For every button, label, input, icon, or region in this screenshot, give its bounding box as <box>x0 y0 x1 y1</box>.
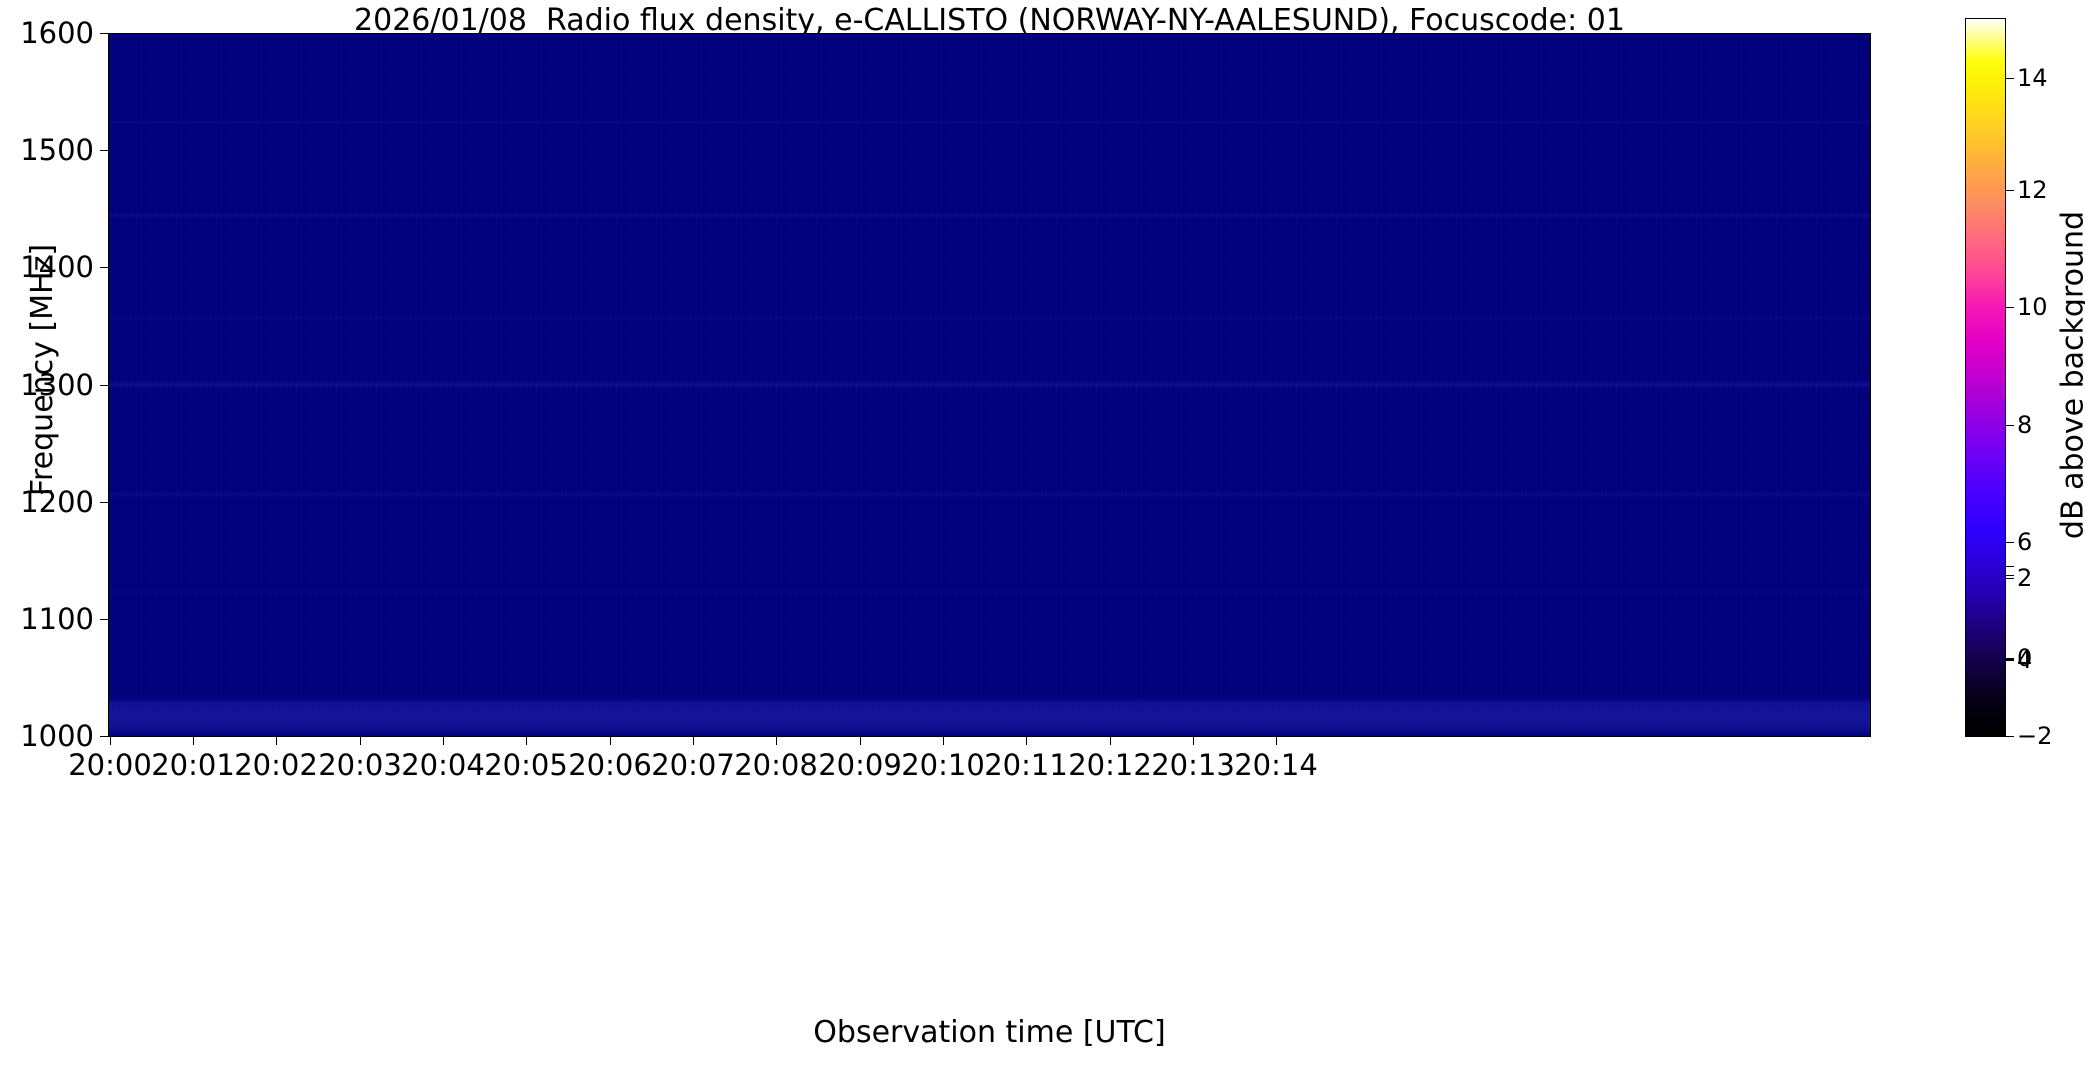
colorbar-tick-label-10: 10 <box>2017 293 2048 321</box>
xtick-mark-2006 <box>610 737 611 745</box>
xtick-mark-2007 <box>693 737 694 745</box>
ytick-mark-1200 <box>100 502 108 503</box>
xtick-mark-2005 <box>526 737 527 745</box>
xtick-mark-2011 <box>1026 737 1027 745</box>
colorbar-tick-label-2: 2 <box>2017 564 2033 592</box>
colorbar-axis-label: dB above background <box>2055 210 2085 540</box>
ytick-mark-1300 <box>100 385 108 386</box>
colorbar[interactable] <box>1965 18 2006 737</box>
xtick-label-2005: 20:05 <box>484 748 568 782</box>
page-title: 2026/01/08 Radio flux density, e-CALLIST… <box>354 3 1625 38</box>
colorbar-tick-label-minus2: −2 <box>2017 722 2053 750</box>
ytick-label-1300: 1300 <box>20 368 94 402</box>
xtick-label-2007: 20:07 <box>651 748 735 782</box>
xtick-mark-2009 <box>860 737 861 745</box>
ytick-label-1500: 1500 <box>20 133 94 167</box>
spectrogram-heatmap-image <box>109 34 1870 736</box>
xtick-label-2009: 20:09 <box>818 748 902 782</box>
colorbar-tick-label-0: 0 <box>2017 644 2033 672</box>
xtick-mark-2001 <box>193 737 194 745</box>
ytick-label-1400: 1400 <box>20 250 94 284</box>
ytick-mark-1500 <box>100 150 108 151</box>
colorbar-tick-label-8: 8 <box>2017 411 2033 439</box>
colorbar-tick-label-12: 12 <box>2017 176 2048 204</box>
ytick-label-1600: 1600 <box>20 16 94 50</box>
colorbar-tick-label-14: 14 <box>2017 64 2048 92</box>
xtick-label-2013: 20:13 <box>1151 748 1235 782</box>
colorbar-tick-mark-0 <box>2006 658 2014 659</box>
xtick-label-2006: 20:06 <box>568 748 652 782</box>
ytick-label-1100: 1100 <box>20 602 94 636</box>
colorbar-tick-mark-4b <box>2006 660 2014 661</box>
ytick-label-1000: 1000 <box>20 719 94 753</box>
xtick-label-2004: 20:04 <box>401 748 485 782</box>
xtick-label-2014: 20:14 <box>1234 748 1318 782</box>
xtick-label-2001: 20:01 <box>151 748 235 782</box>
xtick-mark-2013 <box>1193 737 1194 745</box>
ytick-mark-1000 <box>100 736 108 737</box>
xtick-mark-2004 <box>443 737 444 745</box>
ytick-mark-1600 <box>100 33 108 34</box>
colorbar-tick-mark-2b <box>2006 578 2014 579</box>
xtick-label-2000: 20:00 <box>68 748 152 782</box>
spectrogram-axes[interactable] <box>108 33 1871 737</box>
colorbar-tick-mark-12 <box>2006 190 2014 191</box>
ytick-label-1200: 1200 <box>20 485 94 519</box>
colorbar-tick-mark-minus2 <box>2006 736 2014 737</box>
colorbar-tick-mark-10 <box>2006 307 2014 308</box>
xtick-mark-2008 <box>776 737 777 745</box>
colorbar-tick-mark-6 <box>2006 542 2014 543</box>
colorbar-gradient <box>1966 19 2005 736</box>
xtick-mark-2014 <box>1276 737 1277 745</box>
x-axis-label: Observation time [UTC] <box>813 1015 1166 1050</box>
xtick-label-2011: 20:11 <box>984 748 1068 782</box>
colorbar-tick-label-6: 6 <box>2017 528 2033 556</box>
colorbar-tick-mark-8 <box>2006 425 2014 426</box>
xtick-mark-2000 <box>110 737 111 745</box>
xtick-label-2010: 20:10 <box>901 748 985 782</box>
colorbar-tick-mark-2-extra <box>2006 575 2014 576</box>
xtick-label-2003: 20:03 <box>318 748 402 782</box>
y-axis-label: Frequency [MHz] <box>25 243 60 497</box>
xtick-mark-2002 <box>276 737 277 745</box>
colorbar-tick-mark-2 <box>2006 659 2014 660</box>
xtick-mark-2003 <box>360 737 361 745</box>
xtick-label-2012: 20:12 <box>1068 748 1152 782</box>
xtick-mark-2012 <box>1110 737 1111 745</box>
xtick-label-2002: 20:02 <box>234 748 318 782</box>
ytick-mark-1400 <box>100 267 108 268</box>
ytick-mark-1100 <box>100 619 108 620</box>
colorbar-tick-mark-14 <box>2006 78 2014 79</box>
colorbar-tick-mark-5-hidden <box>2006 566 2014 567</box>
xtick-label-2008: 20:08 <box>734 748 818 782</box>
colorbar-tick-label-4: 4 <box>2017 646 2033 674</box>
xtick-mark-2010 <box>943 737 944 745</box>
